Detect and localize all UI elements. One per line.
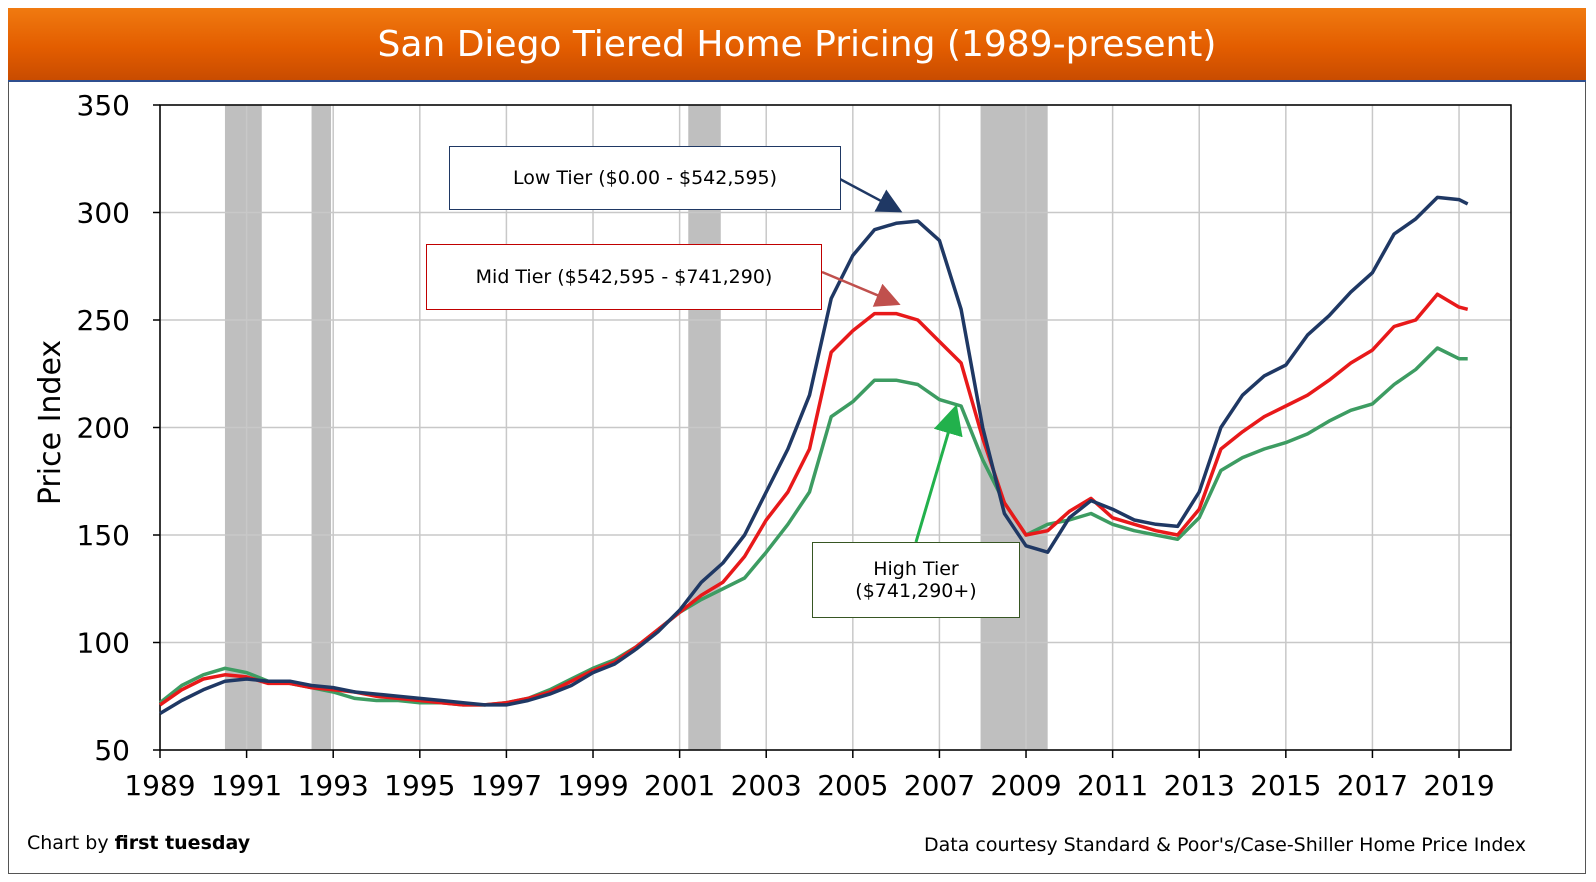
x-tick-label-2009: 2009 [990,769,1061,802]
credit-prefix: Chart by [27,832,115,854]
x-tick-label-1995: 1995 [384,769,455,802]
y-tick-label-250: 250 [77,304,130,337]
high-tier-label-line1: High Tier [873,558,959,580]
low-tier-label: Low Tier ($0.00 - $542,595) [512,167,778,189]
x-tick-label-2013: 2013 [1164,769,1235,802]
x-tick-label-1991: 1991 [211,769,282,802]
low-tier-arrow [837,176,903,213]
x-tick-label-2019: 2019 [1423,769,1494,802]
x-tick-label-1999: 1999 [557,769,628,802]
y-tick-label-50: 50 [94,734,130,767]
y-axis-label: Price Index [33,340,68,505]
y-tick-label-200: 200 [77,412,130,445]
data-source-note: Data courtesy Standard & Poor's/Case-Shi… [923,834,1526,856]
x-tick-label-2005: 2005 [817,769,888,802]
y-axis-ticks: 50 100 150 200 250 300 350 [77,89,160,767]
y-tick-label-100: 100 [77,627,130,660]
y-tick-label-350: 350 [77,89,130,122]
y-tick-label-300: 300 [77,197,130,230]
high-tier-callout: High Tier ($741,290+) [812,542,1020,618]
mid-tier-label: Mid Tier ($542,595 - $741,290) [475,266,773,288]
x-tick-label-1997: 1997 [471,769,542,802]
x-tick-label-2007: 2007 [904,769,975,802]
x-axis-ticks: 1989 1991 1993 1995 1997 1999 2001 2003 2005 2007… [124,750,1495,802]
x-tick-label-1993: 1993 [298,769,369,802]
x-tick-label-2017: 2017 [1337,769,1408,802]
x-tick-label-2015: 2015 [1250,769,1321,802]
x-tick-label-1989: 1989 [124,769,195,802]
credit-brand: first tuesday [114,832,251,854]
x-tick-label-2001: 2001 [644,769,715,802]
high-tier-label-line2: ($741,290+) [855,580,977,602]
y-tick-label-150: 150 [77,519,130,552]
x-tick-label-2003: 2003 [731,769,802,802]
low-tier-line [159,195,1469,716]
x-tick-label-2011: 2011 [1077,769,1148,802]
series-lines [158,195,1469,716]
high-tier-line [158,346,1468,707]
callout-arrows [821,176,963,543]
mid-tier-line [159,292,1469,707]
low-tier-callout: Low Tier ($0.00 - $542,595) [449,146,841,210]
chart-credit: Chart by first tuesday [27,832,250,854]
mid-tier-arrow [821,270,901,307]
mid-tier-callout: Mid Tier ($542,595 - $741,290) [426,244,822,310]
title-banner: San Diego Tiered Home Pricing (1989-pres… [8,8,1586,82]
high-tier-arrow [914,404,963,543]
chart-title: San Diego Tiered Home Pricing (1989-pres… [377,23,1217,65]
